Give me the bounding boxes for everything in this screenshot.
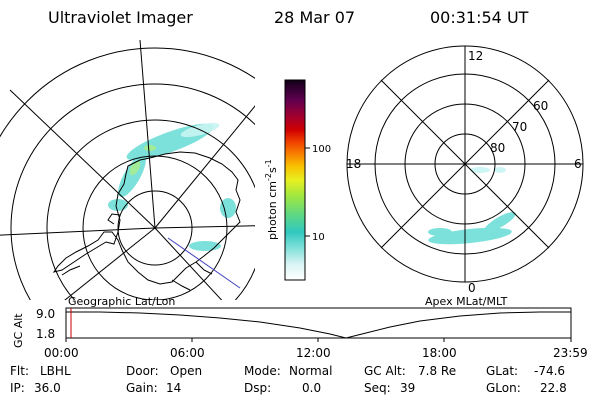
gcalt-value: 7.8 Re (418, 364, 457, 378)
aurora-emission-right (428, 212, 516, 245)
timeline-ytick-1: 1.8 (36, 327, 55, 341)
gcalt-label: GC Alt: (364, 364, 406, 378)
lat-label-70: 70 (512, 120, 527, 134)
magnetic-polar-plot: 12 18 6 0 60 70 80 (346, 45, 584, 295)
door-value: Open (170, 364, 203, 378)
mode-label: Mode: (244, 364, 281, 378)
ip-label: IP: (10, 381, 25, 395)
door-label: Door: (126, 364, 159, 378)
dsp-label: Dsp: (244, 381, 272, 395)
time-label: 00:31:54 UT (430, 8, 529, 27)
altitude-curve (66, 311, 571, 339)
lat-label-80: 80 (490, 141, 505, 155)
glon-value: 22.8 (540, 381, 567, 395)
timeline-ytick-9: 9.0 (36, 307, 55, 321)
colorbar-unit: photon cm-2s-1 (264, 159, 279, 240)
continent-outline (52, 151, 241, 285)
altitude-timeline: GC Alt 9.0 1.8 00:00 06:00 12:00 18:00 2… (12, 307, 588, 360)
left-caption: Geographic Lat/Lon (68, 295, 175, 308)
glat-label: GLat: (486, 364, 519, 378)
instrument-title: Ultraviolet Imager (48, 8, 193, 27)
flt-value: LBHL (40, 364, 71, 378)
lat-label-60: 60 (533, 99, 548, 113)
colorbar-tick-100: 100 (312, 144, 331, 155)
timeline-xtick-18: 18:00 (422, 346, 457, 360)
colorbar: 100 10 photon cm-2s-1 (264, 79, 331, 281)
colorbar-tick-10: 10 (312, 232, 325, 243)
seq-value: 39 (400, 381, 416, 395)
orbit-track (167, 237, 241, 289)
gain-value: 14 (166, 381, 182, 395)
glon-label: GLon: (486, 381, 521, 395)
ip-value: 36.0 (34, 381, 61, 395)
timeline-xtick-12: 12:00 (296, 346, 331, 360)
flt-label: Flt: (10, 364, 29, 378)
right-caption: Apex MLat/MLT (425, 295, 508, 308)
glat-value: -74.6 (534, 364, 566, 378)
mlt-label-0: 0 (468, 281, 476, 295)
timeline-xtick-0: 00:00 (44, 346, 79, 360)
timeline-xtick-6: 06:00 (170, 346, 205, 360)
mlt-label-6: 6 (574, 157, 582, 171)
seq-label: Seq: (364, 381, 391, 395)
aurora-emission-left (108, 123, 236, 251)
geographic-map (0, 39, 255, 300)
mlt-label-18: 18 (346, 157, 361, 171)
timeline-xtick-end: 23:59 (553, 346, 588, 360)
dsp-value: 0.0 (302, 381, 322, 395)
mlt-label-12: 12 (468, 49, 483, 63)
gain-label: Gain: (126, 381, 158, 395)
timeline-ylabel: GC Alt (12, 313, 25, 348)
mode-value: Normal (289, 364, 333, 378)
date-label: 28 Mar 07 (274, 8, 356, 27)
